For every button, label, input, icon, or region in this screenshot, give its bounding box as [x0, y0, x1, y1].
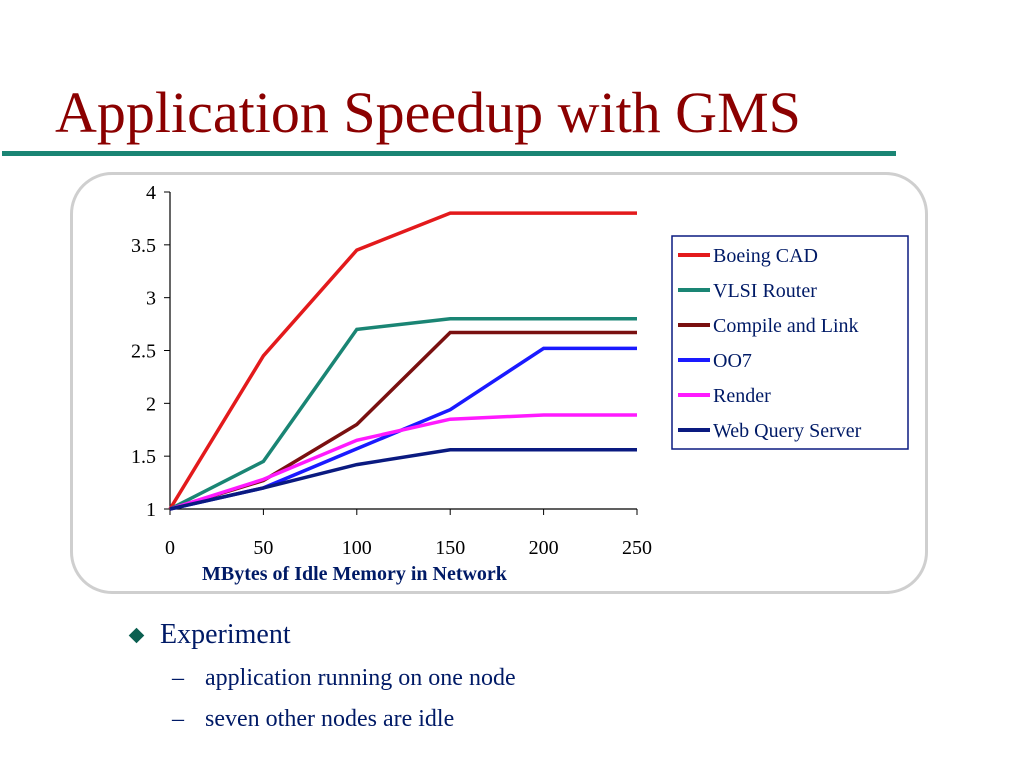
- legend-label: VLSI Router: [713, 280, 817, 302]
- series-line-render: [169, 413, 637, 511]
- series-line-web-query-server: [169, 448, 637, 511]
- legend-label: Web Query Server: [713, 420, 862, 442]
- y-tick-label: 3.5: [131, 235, 156, 257]
- x-tick-label: 200: [529, 537, 559, 559]
- x-tick-label: 150: [435, 537, 465, 559]
- x-axis-title: MBytes of Idle Memory in Network: [202, 563, 508, 585]
- series-line-compile-and-link: [169, 330, 637, 511]
- legend-label: Compile and Link: [713, 315, 859, 337]
- legend-label: Boeing CAD: [713, 245, 818, 267]
- chart-series: [168, 211, 637, 511]
- y-tick-label: 3: [146, 288, 156, 310]
- series-line-boeing-cad: [168, 211, 637, 510]
- series-line-vlsi-router: [169, 317, 637, 511]
- y-tick-label: 1: [146, 499, 156, 521]
- y-tick-label: 4: [146, 182, 156, 204]
- y-tick-label: 2.5: [131, 341, 156, 363]
- chart-legend: Boeing CAD VLSI Router Compile and Link OO7…: [671, 235, 909, 450]
- y-tick-label: 1.5: [131, 446, 156, 468]
- title-rule: [2, 151, 896, 156]
- slide-title: Application Speedup with GMS: [55, 80, 801, 145]
- legend-label: Render: [713, 385, 771, 407]
- x-tick-label: 50: [253, 537, 273, 559]
- legend-box: [671, 235, 909, 450]
- x-tick-label: 0: [165, 537, 175, 559]
- x-tick-label: 250: [622, 537, 652, 559]
- legend-label: OO7: [713, 350, 752, 372]
- y-tick-label: 2: [146, 393, 156, 415]
- chart-axes: 1 1.5 2 2.5 3 3.5 4 0 50 100 150 200 250: [131, 182, 652, 559]
- x-tick-label: 100: [342, 537, 372, 559]
